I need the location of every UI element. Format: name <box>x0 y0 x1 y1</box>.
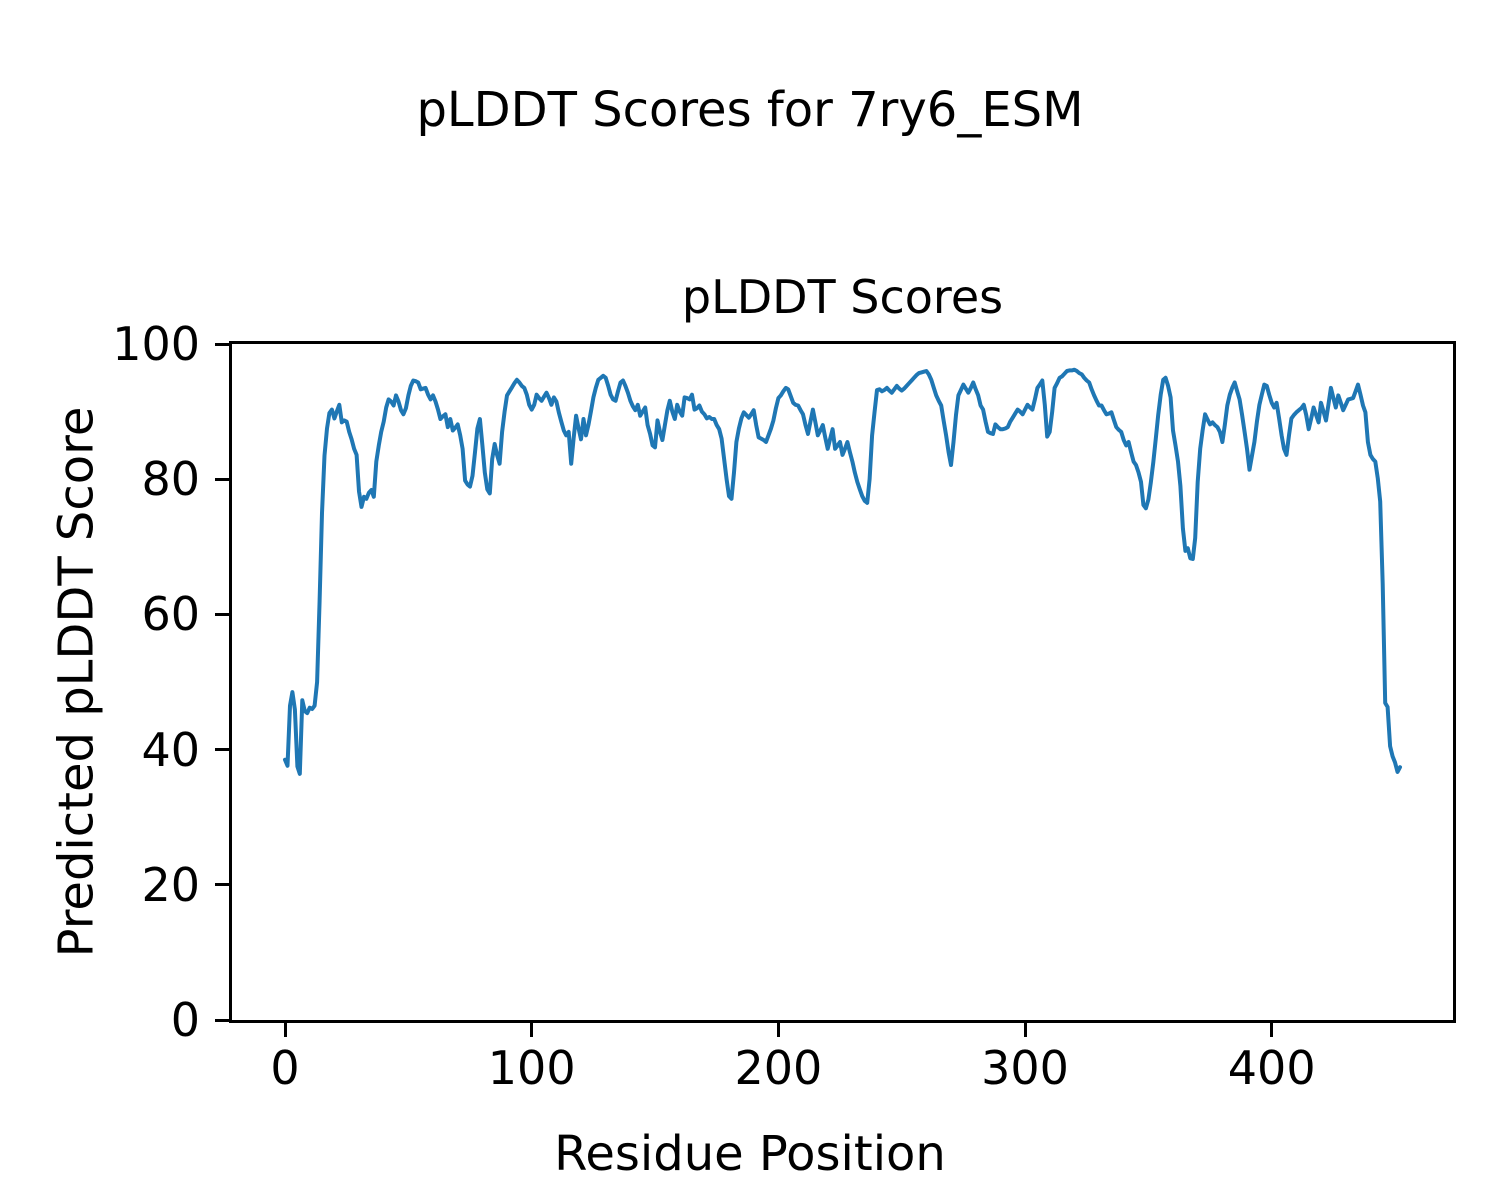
figure-title: pLDDT Scores for 7ry6_ESM <box>416 82 1084 138</box>
plot-area <box>229 341 1456 1023</box>
x-tick-mark <box>530 1023 534 1037</box>
x-tick-label: 300 <box>981 1041 1069 1095</box>
y-tick-label: 80 <box>141 452 200 507</box>
y-tick-label: 40 <box>141 722 200 777</box>
y-tick-label: 60 <box>141 587 200 642</box>
x-tick-mark <box>1023 1023 1027 1037</box>
y-tick-label: 100 <box>112 317 200 371</box>
y-tick-mark <box>215 1018 229 1022</box>
x-tick-label: 400 <box>1227 1041 1316 1095</box>
y-tick-mark <box>215 477 229 481</box>
axes-title: pLDDT Scores <box>681 270 1004 324</box>
line-plot <box>283 367 1402 776</box>
x-tick-label: 200 <box>734 1041 823 1095</box>
y-tick-mark <box>215 612 229 616</box>
x-axis-label: Residue Position <box>554 1126 946 1182</box>
x-tick-label: 0 <box>270 1041 300 1095</box>
y-tick-label: 20 <box>141 857 200 912</box>
x-tick-label: 100 <box>487 1041 576 1095</box>
y-tick-mark <box>215 342 229 346</box>
y-tick-mark <box>215 883 229 887</box>
x-tick-mark <box>283 1023 287 1037</box>
y-tick-mark <box>215 748 229 752</box>
plddt-line-series <box>283 367 1402 776</box>
x-tick-mark <box>776 1023 780 1037</box>
x-tick-mark <box>1270 1023 1274 1037</box>
y-tick-label: 0 <box>170 993 200 1047</box>
